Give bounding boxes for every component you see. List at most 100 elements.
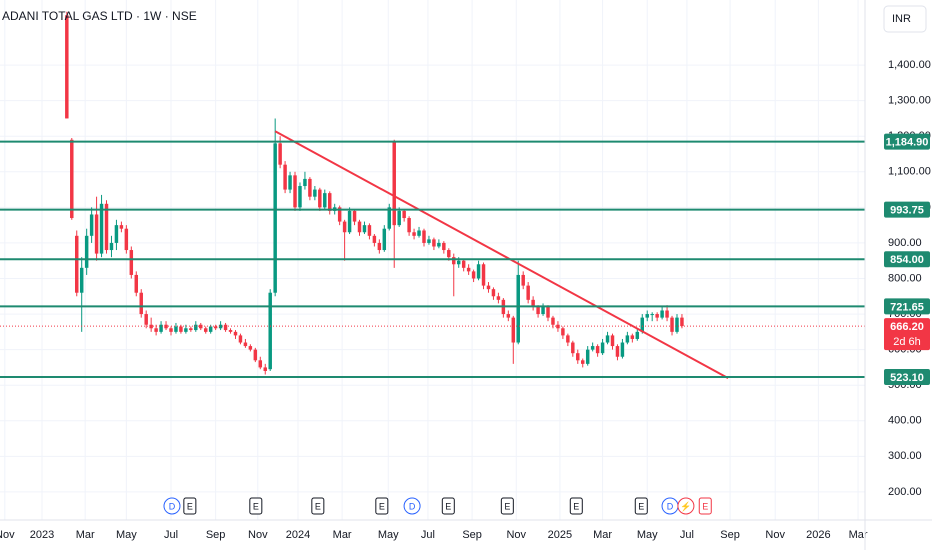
event-badge[interactable] [163,497,181,515]
candle-body [318,189,322,208]
y-tick-label: 900.00 [888,237,922,249]
event-label[interactable]: D [169,501,176,511]
event-label[interactable]: E [573,501,579,511]
y-tick-label: 200.00 [888,486,922,498]
candle-body [273,143,277,293]
candle-body [447,250,451,258]
event-badge[interactable] [634,497,648,515]
candle-body [461,260,466,268]
candle-body [238,335,243,343]
event-badge[interactable] [403,497,421,515]
candle-body [288,175,292,190]
x-tick-label: Sep [206,529,226,541]
x-tick-label: Mar [76,529,95,541]
x-tick-label: 2026 [806,529,830,541]
event-badge[interactable] [249,497,263,515]
candle-body [154,328,158,332]
event-badge[interactable] [183,497,197,515]
x-tick-label: 2025 [548,529,572,541]
event-badge[interactable] [569,497,583,515]
candle-body [640,317,645,332]
candle-body [293,175,297,208]
candle-body [189,328,193,331]
candle-body [313,189,317,197]
candle-body [223,324,228,331]
x-tick-label: Mar [333,529,352,541]
event-label[interactable]: D [667,501,674,511]
candle-body [124,228,129,251]
candle-body [660,310,664,318]
candle-body [372,235,377,243]
plot: D E E E E D E E E E D ⚡ E [0,11,865,515]
candle-body [486,285,491,290]
candle-body [590,346,595,350]
candle-body [337,207,342,222]
event-badge[interactable] [500,497,514,515]
candle-body [323,193,327,208]
candle-body [347,210,352,233]
candle-body [268,292,272,370]
candle-body [556,324,560,329]
candle-body [104,203,109,251]
candle-body [70,139,74,219]
event-badge[interactable] [677,497,695,515]
event-label[interactable]: E [445,501,451,511]
x-tick-label: May [637,529,658,541]
candle-body [109,242,114,251]
candle-body [526,285,530,300]
event-label[interactable]: D [409,501,416,511]
level-badge [884,133,930,150]
event-badge[interactable] [311,497,325,515]
candle-body [407,218,411,233]
candle-body [595,346,600,354]
candle-body [580,360,585,364]
candle-body [610,335,615,347]
event-label[interactable]: E [504,501,510,511]
y-tick-label: 1,100.00 [888,166,931,178]
event-label[interactable]: ⚡ [680,500,691,512]
candle-body [278,143,282,165]
candle-body [169,328,173,332]
currency[interactable]: INR [892,13,911,25]
level-label: 854.00 [890,254,924,266]
candle-body [303,178,307,187]
candle-body [476,264,481,279]
event-label[interactable]: E [187,501,193,511]
candle-body [357,221,362,233]
event-label[interactable]: E [379,501,385,511]
candle-body [680,317,684,327]
candle-body [243,342,248,347]
candle-body [194,324,198,331]
candle-body [620,342,625,357]
candle-body [367,225,372,236]
event-label[interactable]: E [253,501,259,511]
event-badge[interactable] [441,497,455,515]
candle-body [352,210,357,222]
x-tick-label: Jul [680,529,694,541]
event-label[interactable]: E [638,501,644,511]
event-badge[interactable] [375,497,389,515]
y-tick-label: 300.00 [888,450,922,462]
candle-body [650,314,654,316]
candle-body [452,257,456,265]
candle-body [218,324,223,329]
event-label[interactable]: E [702,501,708,511]
candle-body [253,349,258,361]
candle-body [491,289,496,297]
countdown-label: 2d 6h [893,336,921,348]
x-tick-label: Nov [248,529,268,541]
level-badge [884,298,930,315]
candle-body [471,271,476,279]
x-tick-label: Mar [849,529,868,541]
candle-body [665,310,669,318]
candle-body [456,260,461,265]
candle-body [65,15,69,119]
event-badge[interactable] [698,497,712,515]
candle-body [645,314,649,318]
level-badge [884,251,930,268]
candle-body [392,141,396,226]
event-label[interactable]: E [315,501,321,511]
currency-button[interactable] [883,5,927,33]
candle-body [397,210,401,226]
